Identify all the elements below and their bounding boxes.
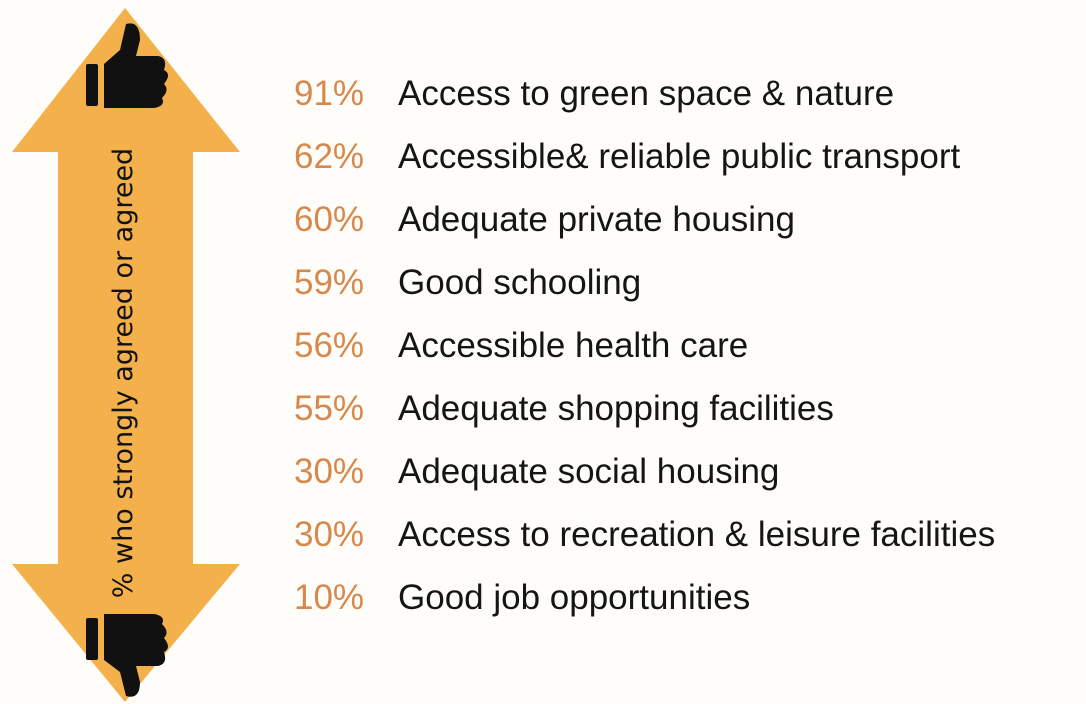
list-item: 60% Adequate private housing [294, 188, 1084, 251]
percent-value: 62% [294, 137, 365, 176]
list: 91% Access to green space & nature 62% A… [294, 62, 1084, 629]
item-label: Access to recreation & leisure facilitie… [398, 515, 996, 554]
item-label: Access to green space & nature [398, 74, 895, 113]
item-label: Good job opportunities [398, 578, 751, 617]
percent-value: 91% [294, 74, 365, 113]
item-label: Good schooling [398, 263, 642, 302]
double-arrow-shape [12, 8, 240, 702]
list-item: 30% Access to recreation & leisure facil… [294, 503, 1084, 566]
list-item: 59% Good schooling [294, 251, 1084, 314]
list-item: 56% Accessible health care [294, 314, 1084, 377]
list-item: 91% Access to green space & nature [294, 62, 1084, 125]
axis-label: % who strongly agreed or agreed [108, 147, 139, 599]
item-label: Accessible health care [398, 326, 749, 365]
list-item: 62% Accessible& reliable public transpor… [294, 125, 1084, 188]
percent-value: 59% [294, 263, 365, 302]
percent-value: 30% [294, 452, 365, 491]
percent-value: 10% [294, 578, 365, 617]
item-label: Adequate shopping facilities [398, 389, 834, 428]
percent-value: 60% [294, 200, 365, 239]
list-item: 30% Adequate social housing [294, 440, 1084, 503]
list-item: 10% Good job opportunities [294, 566, 1084, 629]
list-item: 55% Adequate shopping facilities [294, 377, 1084, 440]
double-arrow [12, 8, 240, 702]
thumbs-up-icon [86, 23, 168, 108]
item-label: Accessible& reliable public transport [398, 137, 961, 176]
item-label: Adequate social housing [398, 452, 780, 491]
thumbs-down-icon [86, 614, 168, 697]
percent-value: 55% [294, 389, 365, 428]
item-label: Adequate private housing [398, 200, 795, 239]
percent-value: 56% [294, 326, 365, 365]
percent-value: 30% [294, 515, 365, 554]
